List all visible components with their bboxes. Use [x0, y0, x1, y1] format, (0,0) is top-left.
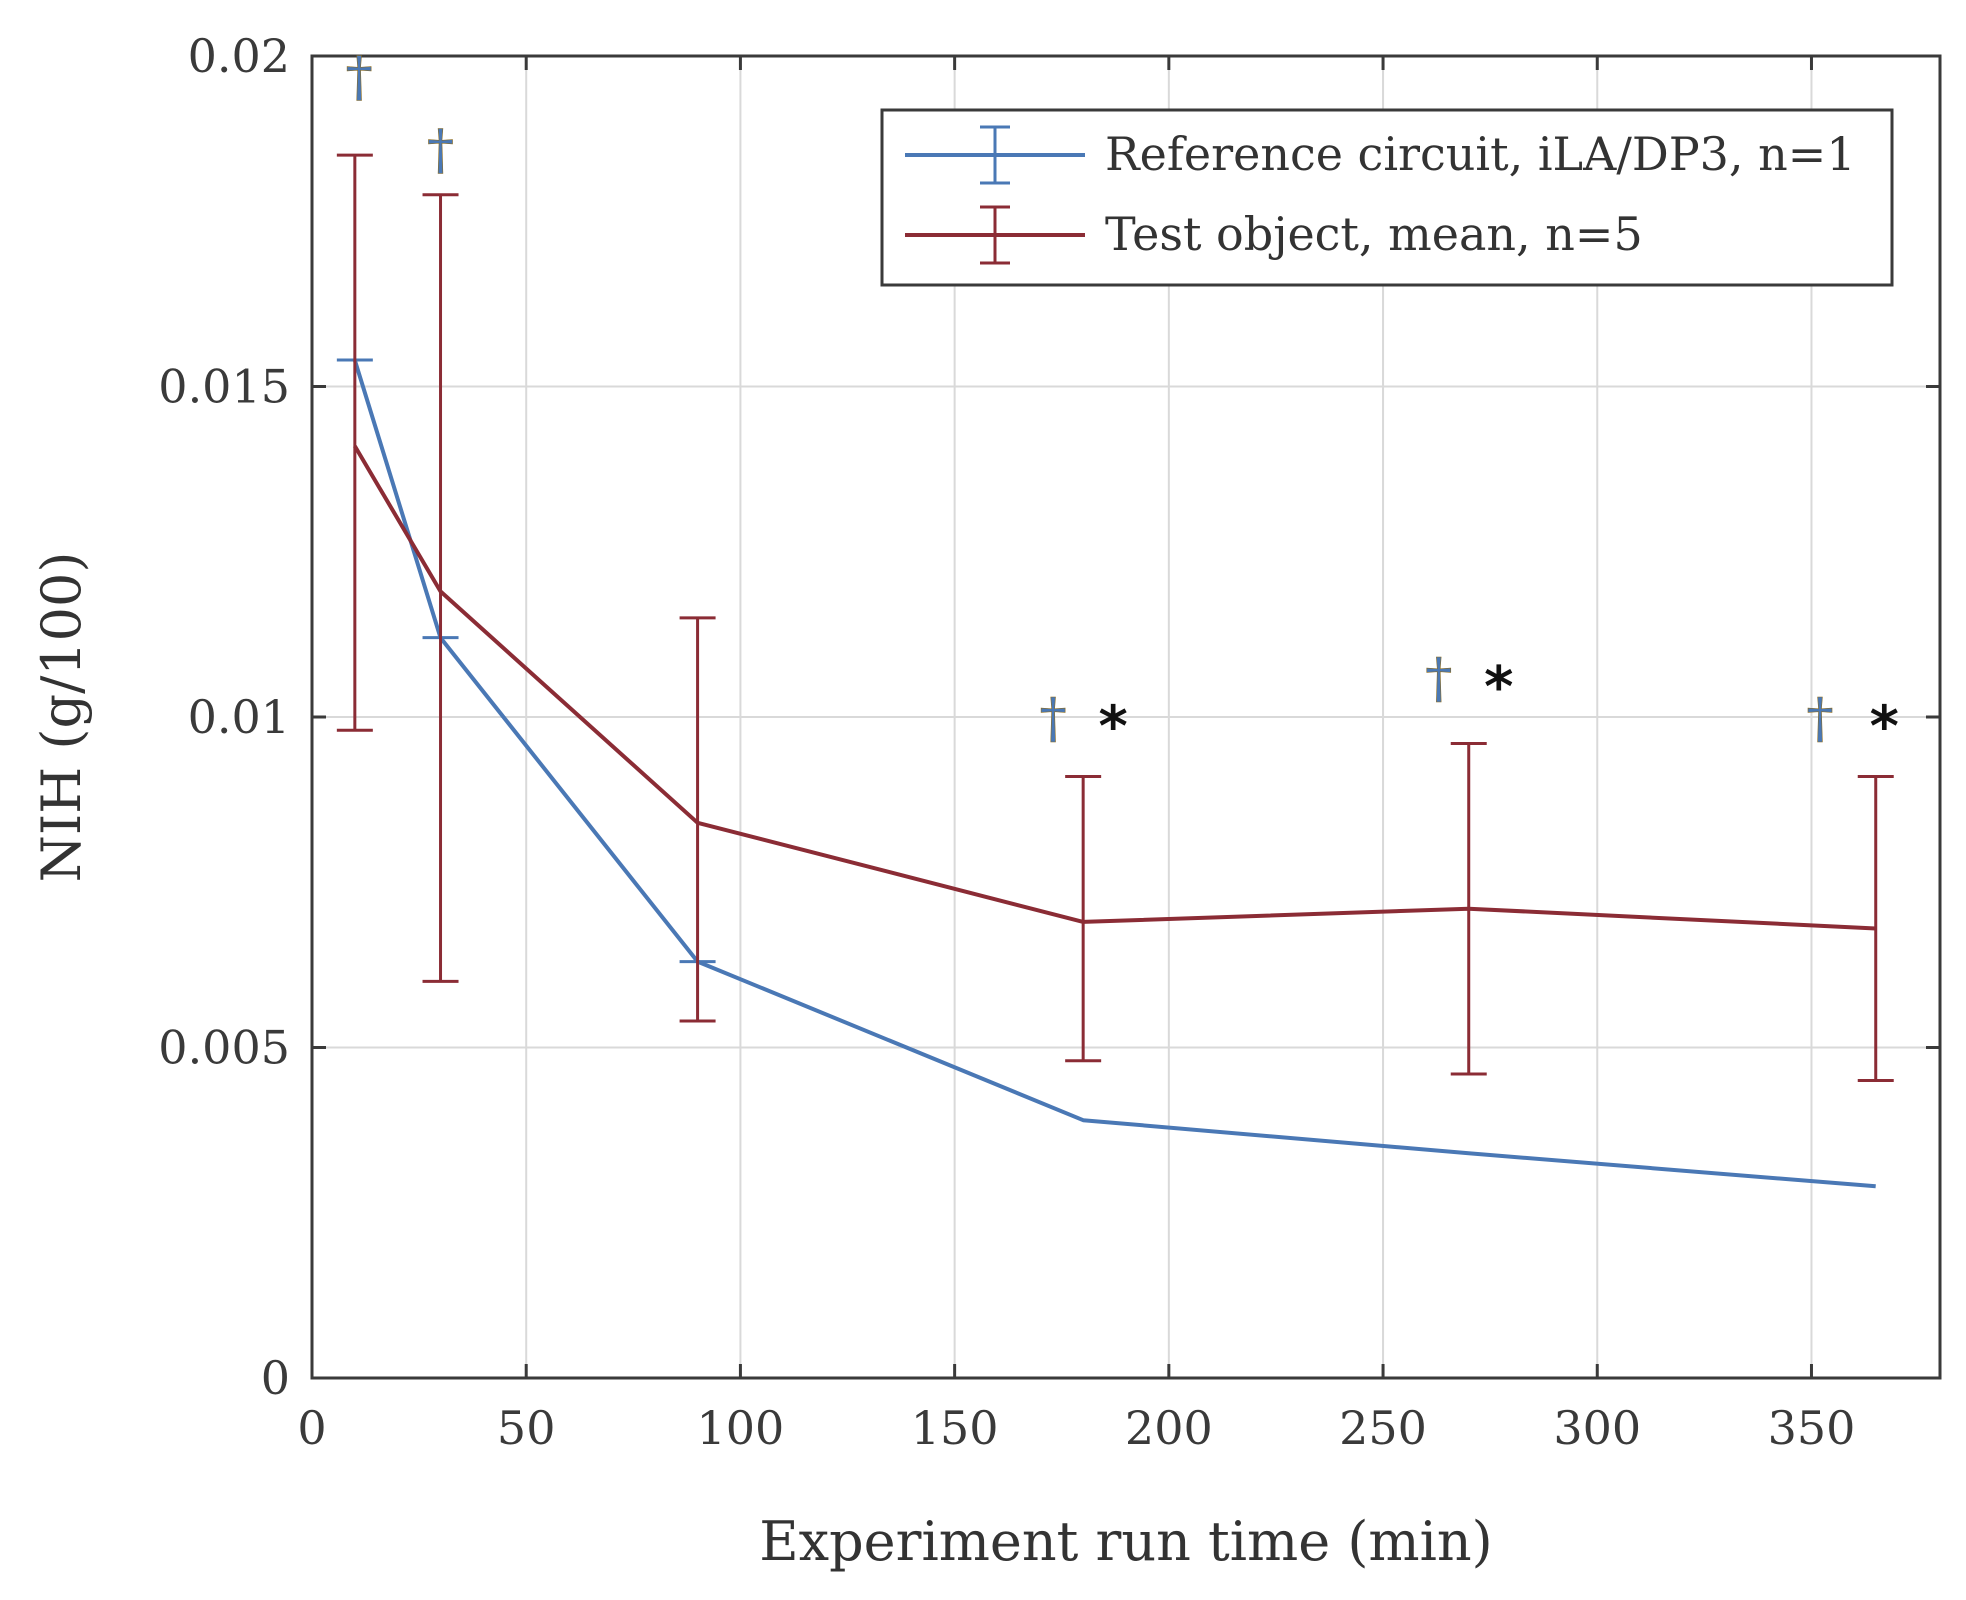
star-annotation: *	[1870, 695, 1899, 760]
y-tick-label: 0.015	[158, 360, 290, 414]
y-tick-label: 0.005	[158, 1021, 290, 1075]
y-tick-label: 0.01	[188, 690, 290, 744]
dagger-annotation: †	[346, 46, 373, 109]
legend: Reference circuit, iLA/DP3, n=1 Test obj…	[880, 108, 1894, 287]
star-annotation: *	[1484, 655, 1513, 720]
dagger-annotation: †	[1425, 647, 1452, 710]
x-tick-label: 250	[1339, 1401, 1427, 1455]
series-line	[352, 359, 1876, 1189]
legend-label-reference: Reference circuit, iLA/DP3, n=1	[1105, 127, 1856, 181]
series-test-object	[336, 153, 1894, 1083]
legend-box	[880, 108, 1894, 287]
x-tick-label: 300	[1553, 1401, 1641, 1455]
x-tick-label: 200	[1125, 1401, 1213, 1455]
y-axis-label: NIH (g/100)	[30, 552, 93, 883]
legend-label-test-object: Test object, mean, n=5	[1105, 207, 1643, 261]
dagger-annotation: †	[1040, 687, 1067, 750]
x-tick-label: 350	[1768, 1401, 1856, 1455]
x-tick-label: 0	[297, 1401, 326, 1455]
x-tick-label: 100	[697, 1401, 785, 1455]
dagger-annotation: †	[1807, 687, 1834, 750]
y-tick-label: 0.02	[188, 29, 290, 83]
series-line	[353, 444, 1876, 931]
x-axis-label: Experiment run time (min)	[759, 1510, 1493, 1573]
x-tick-label: 150	[911, 1401, 999, 1455]
series-reference	[336, 358, 1876, 1189]
legend-item-test-object: Test object, mean, n=5	[905, 205, 1643, 265]
legend-item-reference: Reference circuit, iLA/DP3, n=1	[905, 125, 1856, 185]
star-annotation: *	[1098, 695, 1127, 760]
y-tick-label: 0	[261, 1351, 290, 1405]
dagger-annotation: †	[427, 118, 454, 181]
x-tick-label: 50	[497, 1401, 556, 1455]
